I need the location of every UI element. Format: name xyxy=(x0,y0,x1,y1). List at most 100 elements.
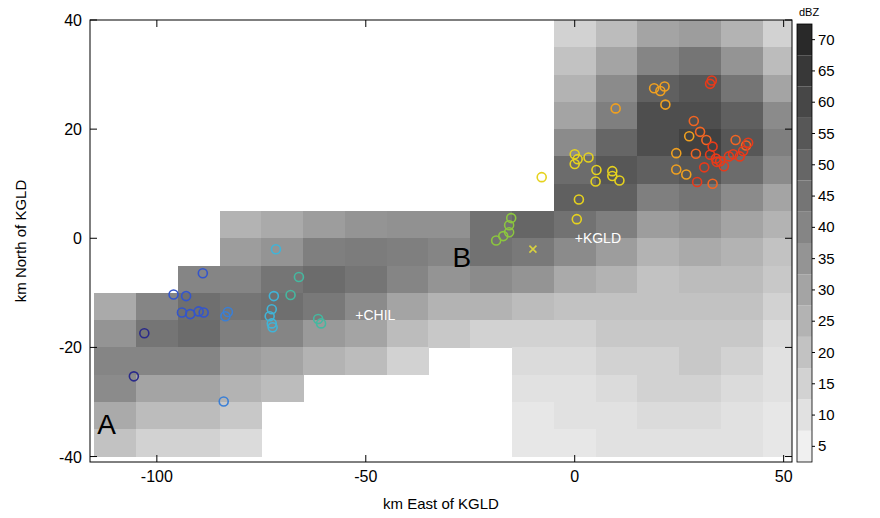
field-cell xyxy=(512,402,554,430)
point xyxy=(696,127,705,136)
field-cell xyxy=(637,320,679,348)
field-cell xyxy=(679,75,721,103)
annotation: +KGLD xyxy=(575,230,621,246)
field-cell xyxy=(596,75,638,103)
y-tick xyxy=(785,129,792,130)
colorbar-tick-label: 50 xyxy=(818,156,835,173)
point xyxy=(591,177,600,186)
y-tick xyxy=(90,20,97,21)
point xyxy=(708,179,717,188)
field-cell xyxy=(178,402,220,430)
field-cell xyxy=(637,129,679,157)
colorbar-tick xyxy=(812,70,815,71)
field-cell xyxy=(679,47,721,75)
field-cell xyxy=(679,238,721,266)
field-cell xyxy=(679,293,721,321)
field-cell xyxy=(763,402,792,430)
field-cell xyxy=(136,429,178,457)
colorbar-tick-label: 5 xyxy=(818,437,826,454)
point xyxy=(223,307,232,316)
colorbar-tick xyxy=(812,196,815,197)
point xyxy=(572,215,581,224)
y-tick xyxy=(90,238,97,239)
field-cell xyxy=(679,347,721,375)
field-cell xyxy=(763,20,792,48)
field-cell xyxy=(637,75,679,103)
colorbar-band xyxy=(797,431,812,462)
colorbar-tick xyxy=(812,289,815,290)
y-tick xyxy=(785,20,792,21)
field-cell xyxy=(554,47,596,75)
field-cell xyxy=(721,429,763,457)
colorbar-tick xyxy=(812,415,815,416)
field-cell xyxy=(763,266,792,294)
point xyxy=(271,245,280,254)
y-axis-title: km North of KGLD xyxy=(12,180,29,303)
field-cell xyxy=(387,347,429,375)
chart: -100-50050-40-2002040km East of KGLDkm N… xyxy=(0,0,880,518)
field-cell xyxy=(763,375,792,403)
field-cell xyxy=(303,293,345,321)
point xyxy=(672,149,681,158)
field-cell xyxy=(554,402,596,430)
field-cell xyxy=(763,156,792,184)
point xyxy=(537,173,546,182)
field-cell xyxy=(94,293,136,321)
field-cell xyxy=(387,320,429,348)
point-cross xyxy=(529,246,536,253)
y-tick-label: 40 xyxy=(64,12,82,29)
field-cell xyxy=(428,320,470,348)
colorbar-band xyxy=(797,243,812,274)
point xyxy=(615,176,624,185)
point xyxy=(611,104,620,113)
point xyxy=(691,149,700,158)
colorbar-tick xyxy=(812,133,815,134)
field-cell xyxy=(94,347,136,375)
field-cell xyxy=(763,320,792,348)
field-cell xyxy=(178,266,220,294)
field-cell xyxy=(261,211,303,239)
colorbar-tick-label: 15 xyxy=(818,375,835,392)
annotation: +CHIL xyxy=(355,307,395,323)
y-tick-label: 0 xyxy=(73,230,82,247)
field-cell xyxy=(763,184,792,212)
point xyxy=(317,319,326,328)
x-tick xyxy=(365,455,366,462)
field-cell xyxy=(554,102,596,130)
x-tick xyxy=(783,455,784,462)
x-tick-label: -100 xyxy=(141,468,173,485)
field-cell xyxy=(428,293,470,321)
field-cell xyxy=(596,266,638,294)
field-cell xyxy=(220,211,262,239)
point xyxy=(169,290,178,299)
point xyxy=(685,132,694,141)
colorbar-band xyxy=(797,306,812,337)
field-cell xyxy=(303,211,345,239)
annotation: A xyxy=(97,409,116,440)
field-cell xyxy=(178,293,220,321)
field-cell xyxy=(220,266,262,294)
field-cell xyxy=(721,75,763,103)
plot-frame xyxy=(90,20,792,462)
field-cell xyxy=(596,20,638,48)
field-cell xyxy=(637,102,679,130)
field-cell xyxy=(554,184,596,212)
colorbar-band xyxy=(797,399,812,430)
field-cell xyxy=(554,156,596,184)
colorbar-band xyxy=(797,149,812,180)
colorbar-band xyxy=(797,337,812,368)
field-cell xyxy=(637,211,679,239)
field-cell xyxy=(554,293,596,321)
colorbar-band xyxy=(797,212,812,243)
field-cell xyxy=(763,211,792,239)
reflectivity-field xyxy=(94,20,792,457)
colorbar-tick-label: 55 xyxy=(818,125,835,142)
point xyxy=(269,292,278,301)
field-cell xyxy=(721,375,763,403)
field-cell xyxy=(721,211,763,239)
colorbar-tick-label: 10 xyxy=(818,406,835,423)
field-cell xyxy=(220,238,262,266)
y-tick xyxy=(90,129,97,130)
field-cell xyxy=(637,184,679,212)
field-cell xyxy=(721,293,763,321)
